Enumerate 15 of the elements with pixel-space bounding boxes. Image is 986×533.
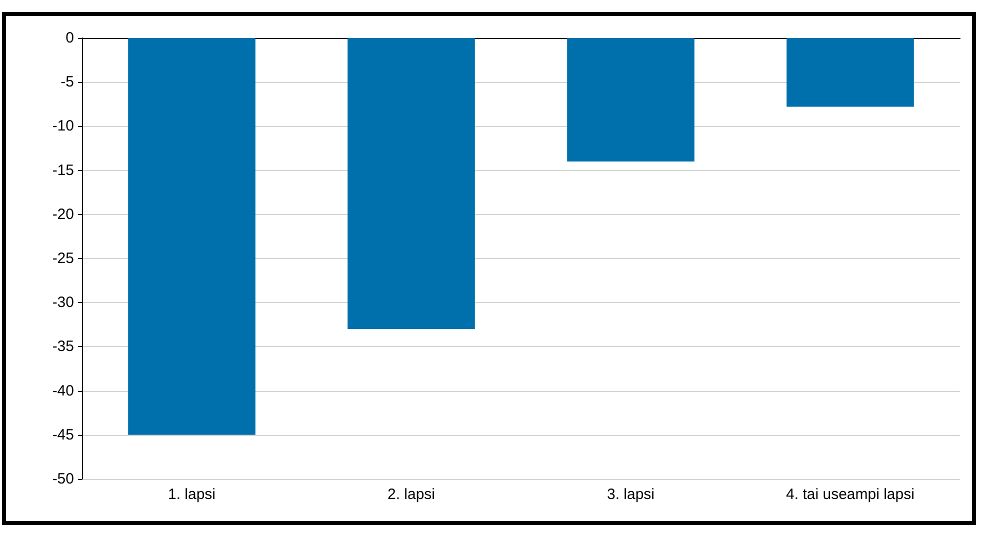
y-tick-label: -25 xyxy=(52,250,74,267)
y-tick-label: -10 xyxy=(52,118,74,135)
x-tick-label: 1. lapsi xyxy=(168,486,216,503)
y-tick-label: -40 xyxy=(52,382,74,400)
y-tick-label: -50 xyxy=(52,470,74,488)
y-tick-label: -5 xyxy=(60,74,74,91)
y-tick-label: -45 xyxy=(52,426,74,444)
y-tick-label: -15 xyxy=(52,162,74,179)
y-tick-label: -30 xyxy=(52,294,74,312)
x-tick-label: 2. lapsi xyxy=(387,486,436,503)
x-tick-label: 3. lapsi xyxy=(606,486,655,503)
x-tick-label: 4. tai useampi lapsi xyxy=(786,486,914,503)
y-tick-label: 0 xyxy=(66,30,74,46)
y-tick-label: -20 xyxy=(52,206,74,223)
y-tick-label: -35 xyxy=(52,338,74,356)
